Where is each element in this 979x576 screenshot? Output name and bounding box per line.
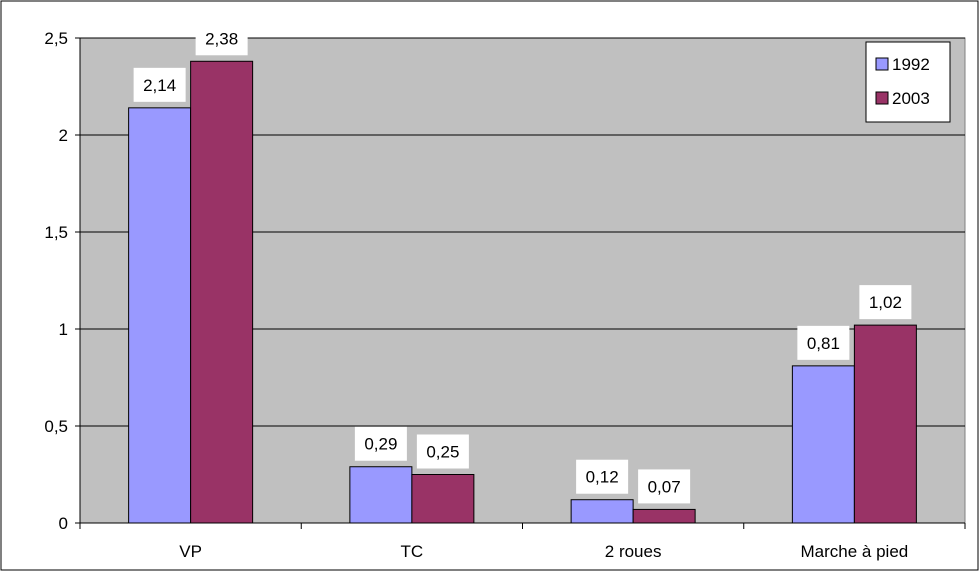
- legend-label: 2003: [892, 89, 930, 108]
- bars: [128, 60, 917, 524]
- data-label: 2,14: [143, 76, 176, 95]
- bar-1992-Marche-à-pied: [791, 365, 855, 524]
- data-labels: 2,14 0,29 0,12 0,81 2,38 0,25 0,07 1,02: [133, 21, 912, 504]
- x-tick-label: Marche à pied: [801, 542, 909, 561]
- axes: 0 0,5 1 1,5 2 2,5 VP TC 2 roues Marche à pied: [44, 29, 966, 561]
- bar-1992-VP: [128, 107, 192, 524]
- data-label-background: [133, 67, 186, 102]
- bar-2003-2-roues: [632, 508, 696, 524]
- legend-swatch: [875, 91, 889, 105]
- data-label-background: [576, 459, 629, 494]
- y-tick-label: 0,5: [44, 417, 68, 436]
- x-tick-label: 2 roues: [605, 542, 662, 561]
- data-label-background: [638, 469, 691, 504]
- legend: 1992 2003: [865, 41, 951, 123]
- bar-1992-TC: [349, 466, 413, 524]
- y-tick-label: 2,5: [44, 29, 68, 48]
- data-label-background: [859, 285, 912, 320]
- y-tick-label: 2: [59, 126, 68, 145]
- data-label: 1,02: [869, 293, 902, 312]
- legend-box: [865, 41, 951, 123]
- data-label: 0,12: [586, 468, 619, 487]
- x-tick-label: TC: [401, 542, 424, 561]
- data-label-background: [416, 434, 469, 469]
- legend-swatch: [875, 57, 889, 71]
- bar-2003-Marche-à-pied: [853, 324, 917, 524]
- y-tick-label: 1: [59, 320, 68, 339]
- data-label: 0,81: [807, 334, 840, 353]
- bar-2003-VP: [190, 60, 254, 524]
- bar-2003-TC: [411, 474, 475, 524]
- data-label-background: [797, 325, 850, 360]
- y-tick-label: 1,5: [44, 223, 68, 242]
- data-label: 0,29: [364, 435, 397, 454]
- data-label: 0,25: [426, 443, 459, 462]
- bar-1992-2-roues: [570, 499, 634, 524]
- x-tick-label: VP: [179, 542, 202, 561]
- y-tick-label: 0: [59, 514, 68, 533]
- data-label-background: [195, 21, 248, 56]
- data-label: 2,38: [205, 29, 238, 48]
- data-label: 0,07: [648, 477, 681, 496]
- legend-label: 1992: [892, 55, 930, 74]
- data-label-background: [354, 426, 407, 461]
